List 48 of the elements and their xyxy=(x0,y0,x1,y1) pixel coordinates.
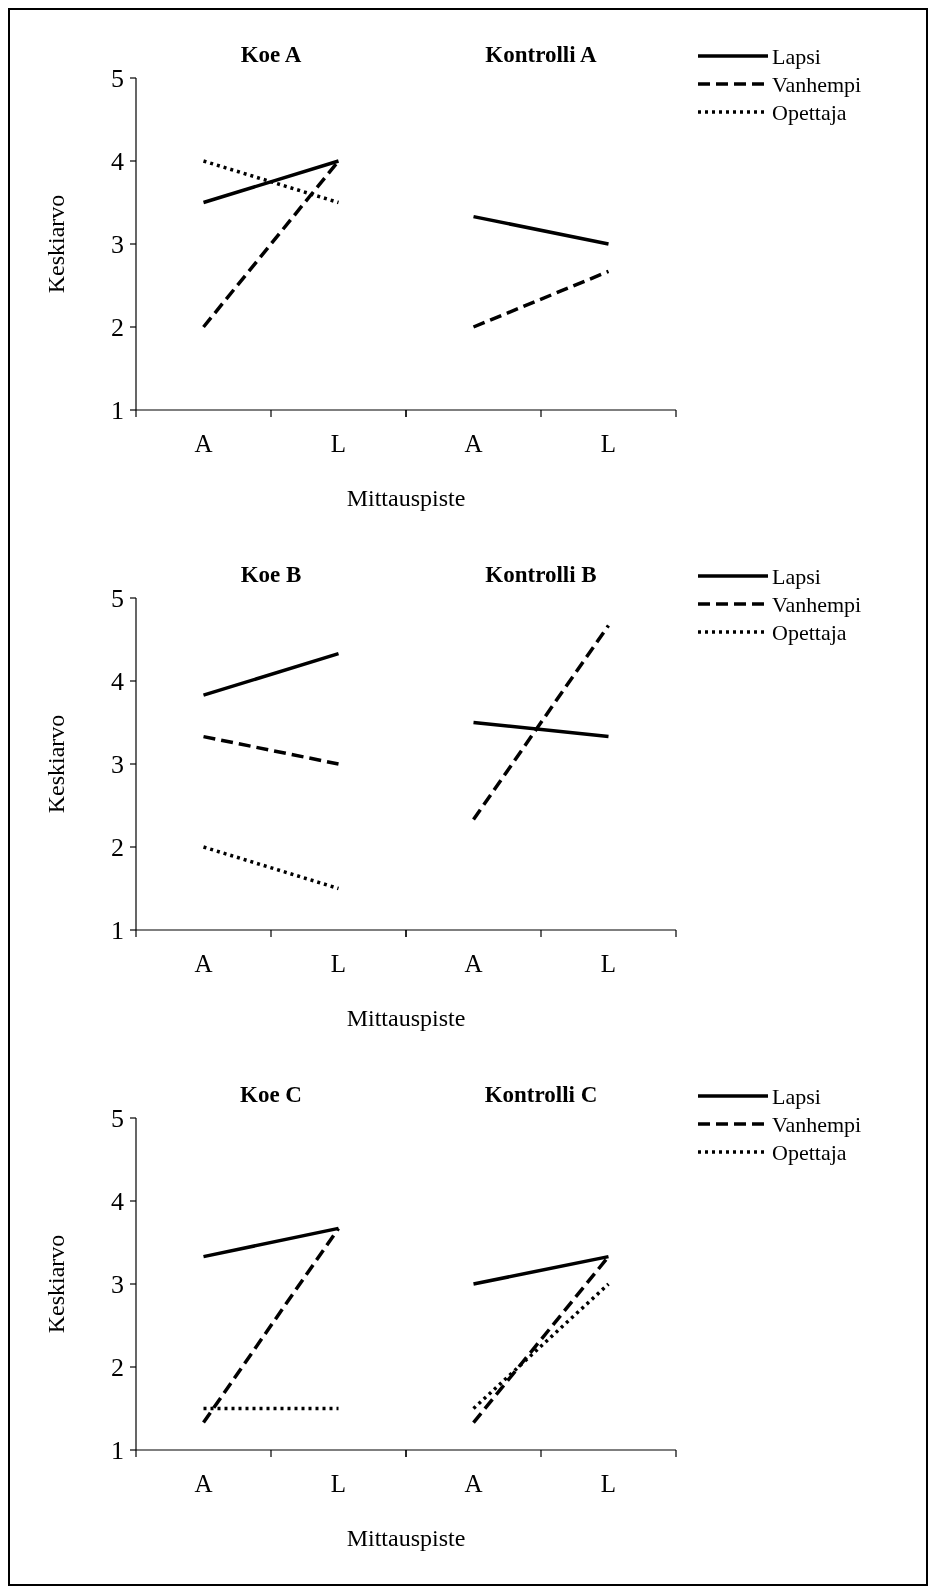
x-tick-label: A xyxy=(464,1470,483,1497)
y-tick-label: 3 xyxy=(111,750,124,780)
y-tick-label: 5 xyxy=(111,584,124,614)
legend-label: Vanhempi xyxy=(772,591,862,617)
legend-label: Lapsi xyxy=(772,43,821,69)
x-tick-label: L xyxy=(600,950,617,977)
x-tick-label: A xyxy=(194,430,213,457)
y-tick-label: 1 xyxy=(111,1436,124,1466)
legend-label: Vanhempi xyxy=(772,1111,862,1137)
chart-title: Koe A xyxy=(240,42,302,67)
legend-label: Opettaja xyxy=(772,1139,847,1165)
x-axis-title: Mittauspiste xyxy=(346,485,466,511)
chart-title: Kontrolli A xyxy=(485,42,598,67)
x-tick-label: A xyxy=(194,950,213,977)
y-tick-label: 1 xyxy=(111,396,124,426)
legend-label: Vanhempi xyxy=(772,71,862,97)
x-tick-label: L xyxy=(600,430,617,457)
chart-title: Koe C xyxy=(240,1082,302,1107)
legend-label: Opettaja xyxy=(772,99,847,125)
y-tick-label: 3 xyxy=(111,1270,124,1300)
legend-label: Lapsi xyxy=(772,563,821,589)
x-axis-title: Mittauspiste xyxy=(346,1005,466,1031)
x-tick-label: L xyxy=(330,950,347,977)
legend-label: Lapsi xyxy=(772,1083,821,1109)
x-tick-label: L xyxy=(330,430,347,457)
chart-title: Koe B xyxy=(240,562,302,587)
x-tick-label: A xyxy=(194,1470,213,1497)
x-tick-label: A xyxy=(464,950,483,977)
x-axis-title: Mittauspiste xyxy=(346,1525,466,1551)
legend-label: Opettaja xyxy=(772,619,847,645)
chart-title: Kontrolli C xyxy=(484,1082,598,1107)
y-tick-label: 5 xyxy=(111,1104,124,1134)
x-tick-label: L xyxy=(600,1470,617,1497)
y-tick-label: 2 xyxy=(111,1353,124,1383)
y-axis-title: Keskiarvo xyxy=(43,714,69,814)
y-tick-label: 3 xyxy=(111,230,124,260)
y-tick-label: 5 xyxy=(111,64,124,94)
x-tick-label: L xyxy=(330,1470,347,1497)
y-axis-title: Keskiarvo xyxy=(43,194,69,294)
y-axis-title: Keskiarvo xyxy=(43,1234,69,1334)
x-tick-label: A xyxy=(464,430,483,457)
y-tick-label: 4 xyxy=(111,667,124,697)
y-tick-label: 2 xyxy=(111,313,124,343)
y-tick-label: 2 xyxy=(111,833,124,863)
y-tick-label: 1 xyxy=(111,916,124,946)
y-tick-label: 4 xyxy=(111,147,124,177)
chart-title: Kontrolli B xyxy=(485,562,597,587)
y-tick-label: 4 xyxy=(111,1187,124,1217)
